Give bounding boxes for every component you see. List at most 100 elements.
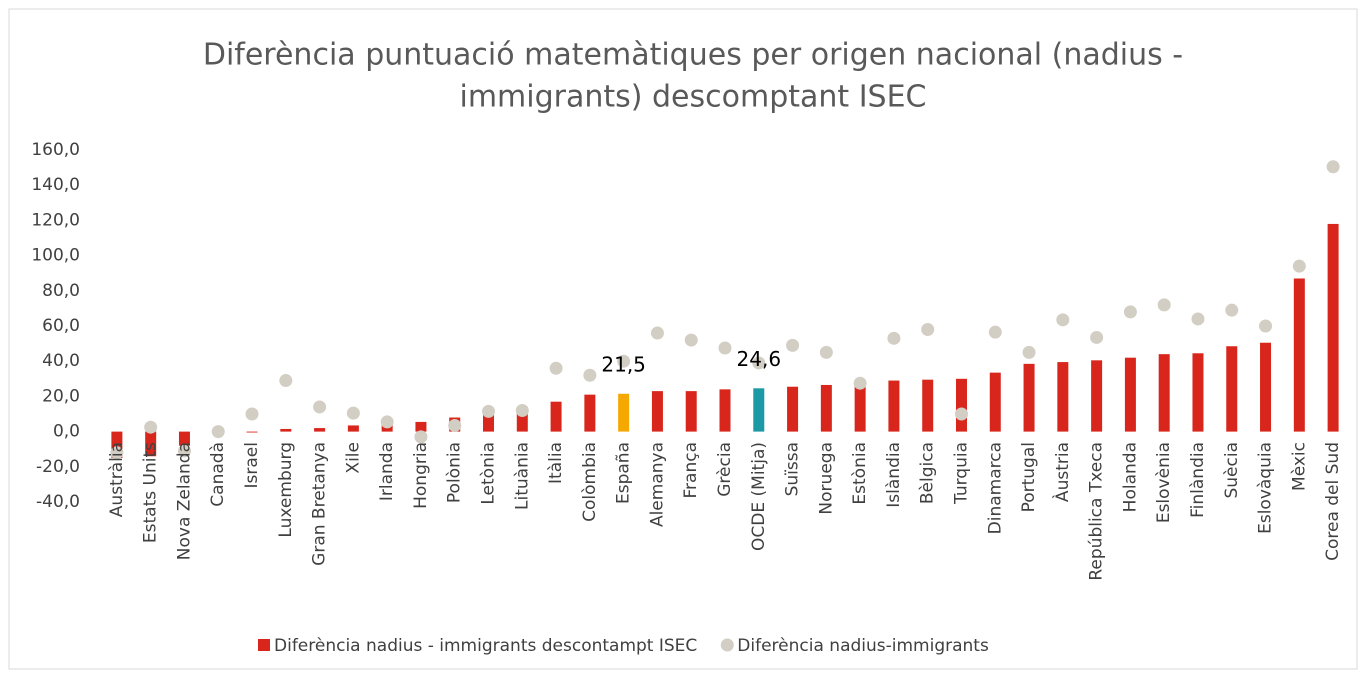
x-tick-label: Bèlgica [918, 442, 938, 504]
x-tick-label: Estònia [850, 442, 870, 505]
dot [650, 326, 664, 340]
dot [718, 341, 732, 355]
bar [483, 412, 495, 432]
y-tick-label: 20,0 [42, 386, 80, 406]
bar [1192, 353, 1204, 432]
dot [177, 444, 191, 458]
bar [550, 401, 562, 432]
dot [144, 420, 158, 434]
bar [888, 380, 900, 432]
y-tick-label: -40,0 [36, 492, 80, 512]
dot [1326, 160, 1340, 174]
y-tick-label: 160,0 [31, 140, 80, 160]
x-tick-label: Luxemburg [276, 442, 296, 538]
x-tick-label: Xile [343, 442, 363, 474]
x-tick-label: Nova Zelanda [174, 442, 194, 560]
dot [1292, 259, 1306, 273]
bar [516, 406, 528, 432]
legend-label: Diferència nadius - immigrants descontam… [274, 636, 697, 656]
dot [211, 425, 225, 439]
bar [246, 431, 258, 433]
bar [280, 428, 292, 432]
y-tick-label: 80,0 [42, 281, 80, 301]
x-tick-label: Islàndia [884, 442, 904, 508]
dot [786, 338, 800, 352]
bar [922, 379, 934, 432]
y-tick-label: 120,0 [31, 210, 80, 230]
x-tick-label: Letònia [479, 442, 499, 505]
dot [1157, 298, 1171, 312]
x-tick-label: Noruega [816, 442, 836, 515]
bar [685, 391, 697, 432]
dot [684, 333, 698, 347]
y-tick-label: 40,0 [42, 351, 80, 371]
chart-title: immigrants) descomptant ISEC [459, 80, 926, 115]
bar [989, 372, 1001, 432]
dot [313, 400, 327, 414]
dot [346, 406, 360, 420]
x-tick-label: Suècia [1222, 442, 1242, 499]
bar [1057, 362, 1069, 432]
bar [1091, 360, 1103, 432]
dot [1022, 345, 1036, 359]
x-tick-label: Corea del Sud [1323, 442, 1343, 561]
bar [955, 378, 967, 432]
dot [414, 430, 428, 444]
dot [1056, 313, 1070, 327]
bar [1158, 354, 1170, 432]
bar [753, 388, 765, 432]
y-tick-label: 140,0 [31, 175, 80, 195]
x-tick-label: República Txeca [1087, 442, 1107, 581]
x-tick-label: Portugal [1019, 442, 1039, 512]
bar [651, 391, 663, 432]
legend-swatch [258, 639, 270, 651]
x-tick-label: Hongria [411, 442, 431, 509]
dot [853, 376, 867, 390]
bar [618, 393, 630, 432]
dot [988, 325, 1002, 339]
x-tick-label: Austràlia [107, 442, 127, 517]
chart-title: Diferència puntuació matemàtiques per or… [203, 38, 1183, 73]
dot [549, 361, 563, 375]
bar [1260, 342, 1272, 432]
y-tick-label: 100,0 [31, 246, 80, 266]
dot [279, 374, 293, 388]
bar [1226, 346, 1238, 432]
x-tick-label: Itàlia [546, 442, 566, 484]
dot [819, 345, 833, 359]
dot [448, 418, 462, 432]
dot [1259, 319, 1273, 333]
bar [1327, 223, 1339, 432]
x-tick-label: Holanda [1120, 442, 1140, 512]
bar [415, 421, 427, 432]
bar [1124, 357, 1136, 432]
dot [617, 354, 631, 368]
dot [482, 404, 496, 418]
bar [719, 389, 731, 432]
bar [314, 428, 326, 432]
x-tick-label: Grècia [715, 442, 735, 497]
dot [752, 356, 766, 370]
bar [820, 384, 832, 432]
x-tick-label: Polònia [445, 442, 465, 503]
dot [515, 403, 529, 417]
x-tick-label: Canadà [208, 442, 228, 507]
dot [921, 323, 935, 337]
dot [1225, 303, 1239, 317]
x-tick-label: Alemanya [647, 442, 667, 527]
dot [380, 415, 394, 429]
y-tick-label: 60,0 [42, 316, 80, 336]
x-tick-label: Finlàndia [1188, 442, 1208, 518]
x-tick-label: Àustria [1051, 442, 1073, 502]
bar [787, 386, 799, 432]
bar [1023, 363, 1035, 432]
x-tick-label: Turquia [951, 442, 971, 505]
bar [1293, 278, 1305, 432]
dot [887, 331, 901, 345]
x-tick-label: Eslovàquia [1256, 442, 1276, 534]
x-tick-label: Suïssa [783, 442, 803, 496]
legend-label: Diferència nadius-immigrants [737, 636, 989, 656]
dot [1191, 312, 1205, 326]
bar [111, 431, 123, 458]
